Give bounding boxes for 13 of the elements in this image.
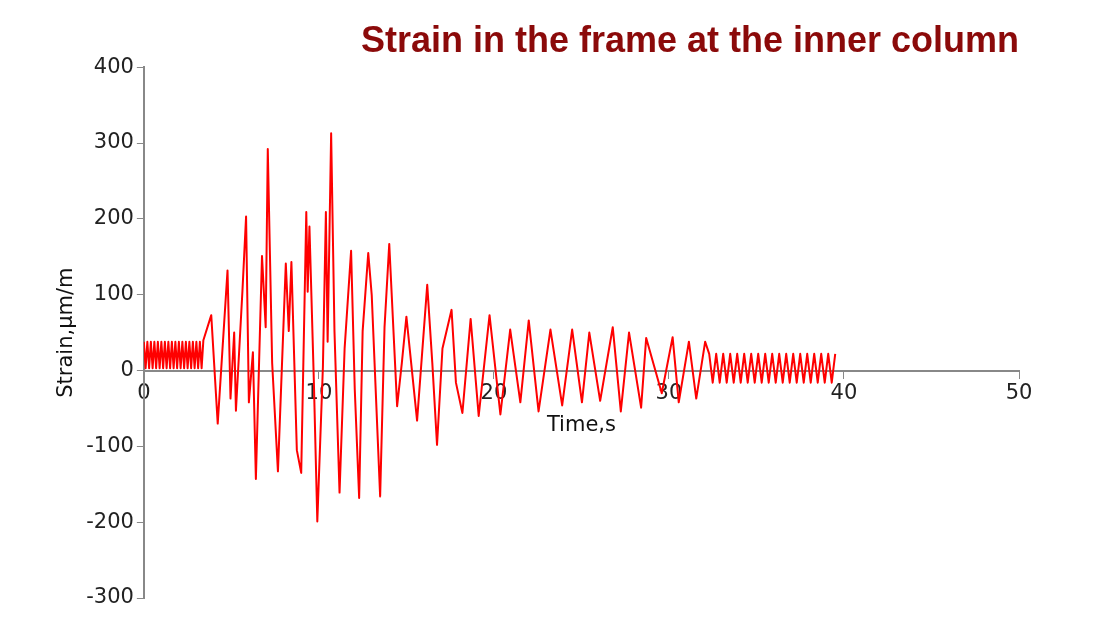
y-tick-label: -300 bbox=[86, 584, 134, 609]
x-tick-label: 50 bbox=[1005, 379, 1033, 404]
y-tick-label: 400 bbox=[93, 53, 134, 78]
y-tick-label: -200 bbox=[86, 508, 134, 533]
chart-title: Strain in the frame at the inner column bbox=[360, 18, 1019, 60]
y-axis-title: Strain,µm/m bbox=[53, 267, 78, 398]
y-tick-label: 0 bbox=[120, 356, 134, 381]
y-tick-label: 300 bbox=[93, 129, 134, 154]
x-tick-label: 40 bbox=[830, 379, 858, 404]
y-tick-label: -100 bbox=[86, 432, 134, 457]
x-axis-title: Time,s bbox=[545, 411, 616, 436]
y-tick-label: 200 bbox=[93, 205, 134, 230]
y-tick-label: 100 bbox=[93, 281, 134, 306]
